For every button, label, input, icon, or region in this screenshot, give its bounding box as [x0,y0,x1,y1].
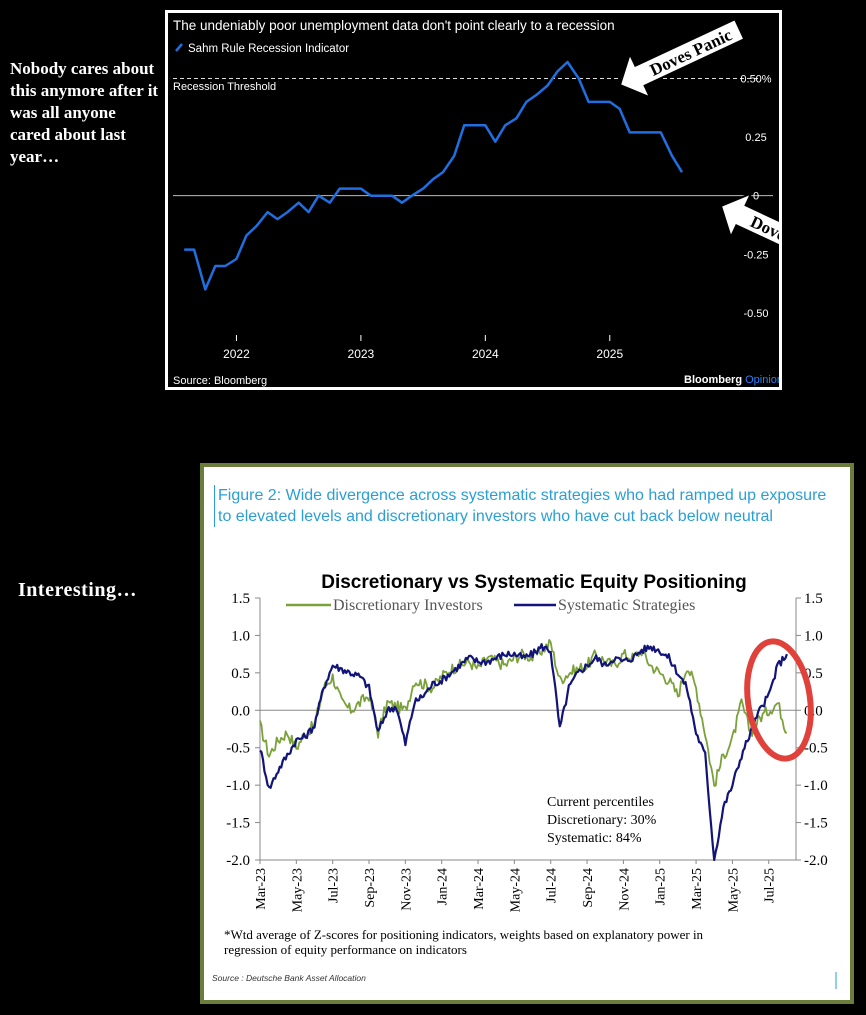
threshold-label: Recession Threshold [173,81,276,93]
sahm-ytick-label: 0.50% [740,73,771,85]
systematic-series-line [259,643,788,862]
xtick-label: May-24 [508,868,523,912]
left-ytick-label: 0.0 [231,703,250,719]
sahm-title: The undeniably poor unemployment data do… [173,18,615,33]
sahm-xtick-label: 2022 [223,347,250,361]
footnote-line1: *Wtd average of Z-scores for positioning… [224,927,704,942]
sahm-ytick-label: 0.25 [745,132,766,144]
right-ytick-label: 1.0 [804,628,823,644]
positioning-title: Discretionary vs Systematic Equity Posit… [321,572,747,593]
side-note-bottom: Interesting… [18,579,137,601]
doves-panic-arrow-1: Doves Panic [618,17,746,100]
xtick-label: May-23 [290,868,305,912]
doves-panic-arrow-1-text: Doves Panic [647,25,735,80]
right-ytick-label: -0.5 [804,741,828,757]
sahm-legend-swatch [175,43,183,52]
left-ytick-label: 0.5 [231,666,250,682]
xtick-label: Nov-23 [399,868,414,911]
right-ytick-label: 1.5 [804,591,823,607]
left-ytick-label: 1.5 [231,591,250,607]
left-ytick-label: -1.0 [226,778,250,794]
xtick-label: May-25 [726,868,741,912]
highlight-circle [744,638,814,762]
doves-panic-arrow-1-shape [618,17,746,100]
xtick-label: Mar-23 [254,868,269,910]
positioning-chart-panel: Figure 2: Wide divergence across systema… [200,463,854,1004]
xtick-label: Sep-24 [581,868,596,908]
positioning-source: Source : Deutsche Bank Asset Allocation [212,973,366,983]
xtick-label: Sep-23 [363,868,378,908]
xtick-label: Jul-25 [763,868,778,903]
xtick-label: Jul-23 [327,868,342,903]
sahm-xtick-label: 2025 [596,347,623,361]
xtick-label: Jan-24 [436,868,451,905]
positioning-chart: Discretionary vs Systematic Equity Posit… [212,572,837,989]
annotation-heading: Current percentiles [547,795,654,810]
sahm-ytick-label: 0 [753,191,759,203]
xtick-label: Jul-24 [545,868,560,903]
xtick-label: Mar-25 [690,868,705,910]
doves-panic-arrow-2: Doves Panic [719,191,779,274]
left-ytick-label: 1.0 [231,628,250,644]
sahm-xtick-label: 2023 [348,347,375,361]
right-ytick-label: -2.0 [804,853,828,869]
left-ytick-label: -1.5 [226,816,250,832]
right-ytick-label: -1.5 [804,816,828,832]
xtick-label: Jan-25 [654,868,669,905]
sahm-ytick-label: -0.25 [743,249,768,261]
annotation-discretionary: Discretionary: 30% [547,813,657,828]
side-note-top: Nobody cares about this anymore after it… [10,59,159,166]
sahm-ytick-label: -0.50 [743,308,768,320]
sahm-xtick-label: 2024 [472,347,499,361]
sahm-legend-label: Sahm Rule Recession Indicator [188,43,349,55]
legend-label-discretionary: Discretionary Investors [333,597,483,614]
sahm-chart-panel: The undeniably poor unemployment data do… [165,10,782,390]
sahm-series-line [184,60,684,291]
left-ytick-label: -0.5 [226,741,250,757]
xtick-label: Mar-24 [472,868,487,910]
doves-panic-arrow-2-shape [719,191,779,274]
discretionary-series-line [259,638,787,787]
footnote-line2: regression of equity performance on indi… [224,942,467,957]
left-ytick-label: -2.0 [226,853,250,869]
brand-logo: Bloomberg Opinion [684,374,779,386]
sahm-chart: The undeniably poor unemployment data do… [173,17,779,387]
sahm-source: Source: Bloomberg [173,375,267,387]
annotation-systematic: Systematic: 84% [547,831,642,846]
legend-label-systematic: Systematic Strategies [558,597,695,614]
xtick-label: Nov-24 [617,868,632,911]
figure-caption: Figure 2: Wide divergence across systema… [214,485,828,527]
right-ytick-label: -1.0 [804,778,828,794]
